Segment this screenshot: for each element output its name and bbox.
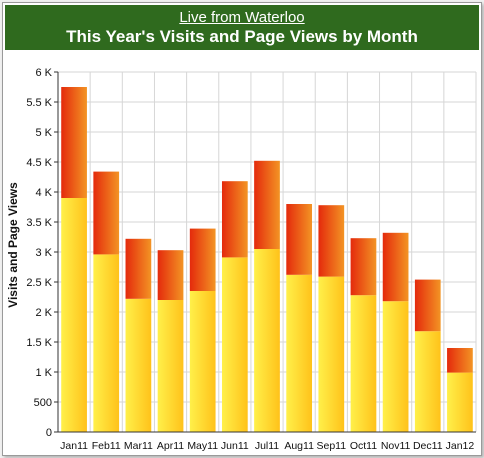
y-tick-label: 1 K	[35, 367, 52, 379]
y-tick-label: 2.5 K	[26, 277, 52, 289]
y-tick-label: 1.5 K	[26, 337, 52, 349]
bar-page-views	[125, 238, 152, 299]
y-tick-label: 3.5 K	[26, 217, 52, 229]
y-tick-label: 6 K	[35, 67, 52, 79]
bar-visits	[61, 198, 87, 432]
bar-visits	[93, 254, 120, 432]
bar-page-views	[157, 250, 184, 300]
bar-visits	[286, 274, 313, 432]
bar-visits	[318, 276, 345, 432]
bar-page-views	[350, 238, 377, 296]
x-tick-label: Mar11	[124, 440, 153, 452]
chart-header: Live from Waterloo This Year's Visits an…	[5, 5, 479, 50]
bar-page-views	[93, 171, 120, 255]
x-tick-label: May11	[187, 440, 218, 452]
y-tick-label: 3 K	[35, 247, 52, 259]
bar-page-views	[414, 279, 441, 332]
x-tick-label: Jan11	[60, 440, 88, 452]
y-tick-label: 0	[46, 427, 52, 439]
site-link[interactable]: Live from Waterloo	[179, 9, 305, 26]
y-tick-label: 500	[34, 397, 52, 409]
bar-visits	[125, 298, 152, 432]
bar-page-views	[286, 204, 313, 275]
x-tick-label: Aug11	[284, 440, 314, 452]
bar-page-views	[382, 232, 409, 302]
bar-page-views	[61, 87, 87, 198]
bar-visits	[350, 295, 377, 432]
x-tick-label: Dec11	[413, 440, 443, 452]
x-tick-label: Nov11	[381, 440, 411, 452]
y-tick-label: 5.5 K	[26, 97, 52, 109]
x-tick-label: Feb11	[92, 440, 121, 452]
bar-page-views	[221, 181, 248, 258]
bar-visits	[221, 257, 248, 432]
y-tick-label: 2 K	[35, 307, 52, 319]
bar-page-views	[318, 205, 345, 277]
axes: 0 500 1 K 1.5 K 2 K 2.5 K 3 K 3.5 K 4 K 4.5 K 5 K 5…	[26, 67, 476, 452]
y-axis-label: Visits and Page Views	[6, 182, 20, 308]
bar-page-views	[447, 348, 473, 373]
x-tick-label: Jan12	[446, 440, 475, 452]
x-tick-label: Apr11	[157, 440, 184, 452]
y-tick-label: 5 K	[35, 127, 52, 139]
x-tick-label: Sep11	[317, 440, 347, 452]
x-tick-label: Oct11	[350, 440, 377, 452]
bar-visits	[447, 372, 473, 432]
y-tick-label: 4.5 K	[26, 157, 52, 169]
bar-visits	[254, 249, 280, 432]
x-tick-label: Jun11	[221, 440, 249, 452]
bar-page-views	[189, 228, 216, 291]
bar-visits	[157, 300, 184, 432]
bars	[61, 87, 473, 432]
bar-visits	[414, 331, 441, 432]
x-tick-label: Jul11	[255, 440, 279, 452]
chart-title: This Year's Visits and Page Views by Mon…	[66, 27, 418, 46]
y-tick-label: 4 K	[35, 187, 52, 199]
bar-visits	[382, 301, 409, 432]
bar-visits	[189, 291, 216, 432]
bar-page-views	[254, 160, 280, 249]
